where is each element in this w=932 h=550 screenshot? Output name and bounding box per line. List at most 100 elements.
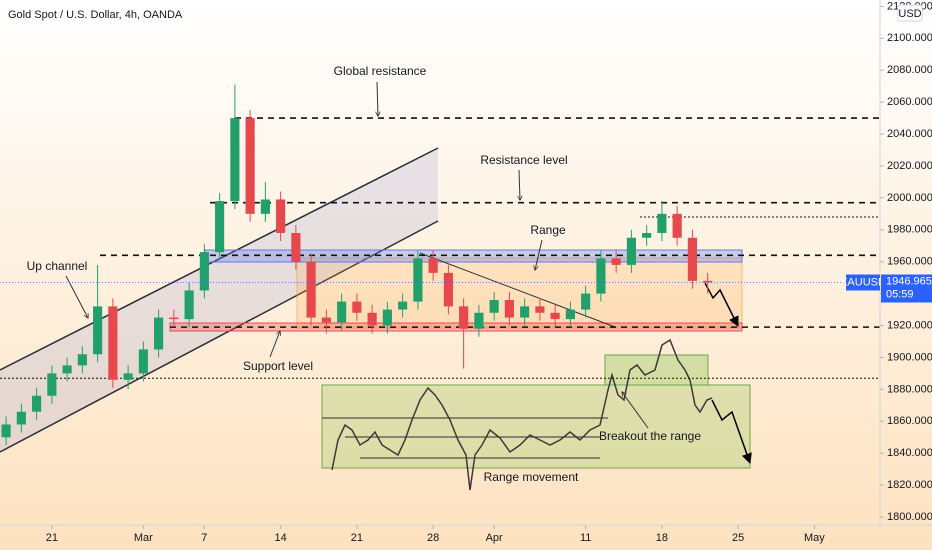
symbol-tag: [846, 274, 880, 291]
candle-body: [1, 424, 11, 438]
range-box: [296, 257, 743, 329]
pointer: [535, 239, 543, 270]
candle-body: [703, 280, 713, 283]
x-tick-label: 25: [732, 532, 744, 544]
candles: [1, 84, 713, 446]
annotation: Up channel: [27, 259, 88, 273]
y-tick-label: 1900.000: [887, 351, 932, 363]
y-tick-label: 1820.000: [887, 479, 932, 491]
candle-body: [16, 411, 26, 425]
candle-body: [77, 354, 87, 366]
candle-body: [276, 199, 286, 233]
candle-body: [611, 258, 621, 265]
candle-body: [62, 365, 72, 374]
x-tick-label: Apr: [486, 532, 503, 544]
candle-body: [306, 261, 316, 318]
y-tick-label: 2040.000: [887, 128, 932, 140]
candle-body: [215, 201, 225, 253]
candle-body: [550, 312, 560, 320]
candle-body: [230, 118, 240, 202]
x-tick-label: 21: [46, 532, 58, 544]
y-tick-label: 2100.000: [887, 32, 932, 44]
candle-body: [428, 258, 438, 273]
pointer: [65, 275, 88, 318]
currency-label: USD: [898, 8, 921, 20]
y-tick-label: 1800.000: [887, 511, 932, 523]
candle-body: [138, 349, 148, 374]
candle-body: [642, 232, 652, 238]
candle-body: [260, 199, 270, 214]
y-tick-label: 2000.000: [887, 192, 932, 204]
pointer: [377, 81, 378, 116]
pointer: [622, 392, 649, 429]
price-tag: [881, 274, 932, 303]
candle-body: [321, 317, 331, 323]
candle-body: [565, 309, 575, 320]
x-tick-label: 7: [201, 532, 207, 544]
symbol-label: XAUUSD: [840, 276, 886, 288]
candle-body: [184, 290, 194, 320]
y-tick-label: 1960.000: [887, 256, 932, 268]
x-tick-label: 21: [351, 532, 363, 544]
candle-body: [520, 306, 530, 318]
x-tick-label: May: [804, 532, 825, 544]
candle-body: [32, 395, 42, 412]
y-tick-label: 1840.000: [887, 447, 932, 459]
y-tick-label: 1880.000: [887, 383, 932, 395]
candle-body: [504, 300, 514, 318]
candle-body: [596, 258, 606, 294]
sketch-box: [321, 384, 751, 469]
countdown-label: 05:59: [886, 288, 914, 300]
annotation: Support level: [243, 359, 313, 373]
candle-body: [489, 300, 499, 313]
candle-body: [352, 301, 362, 313]
candle-body: [398, 301, 408, 310]
projection-arrow: [704, 282, 739, 327]
candle-body: [535, 306, 545, 313]
breakout-box: [604, 354, 709, 386]
projection-arrow: [711, 399, 752, 464]
x-tick-label: 18: [656, 532, 668, 544]
x-tick-label: 28: [427, 532, 439, 544]
candle-body: [93, 306, 103, 355]
candle-body: [413, 258, 423, 302]
currency-box: [897, 4, 923, 22]
candle-body: [626, 237, 636, 265]
trend-line: [419, 252, 616, 328]
y-tick-label: 2060.000: [887, 96, 932, 108]
candle-body: [657, 213, 667, 233]
y-tick-label: 2020.000: [887, 160, 932, 172]
candle-body: [443, 272, 453, 307]
annotation: Global resistance: [334, 64, 427, 78]
annotation: Range: [530, 223, 566, 237]
annotations: Global resistance Resistance level Range…: [27, 64, 702, 484]
candle-body: [687, 237, 697, 281]
candle-body: [459, 306, 469, 329]
annotation: Range movement: [484, 470, 579, 484]
candle-body: [337, 301, 347, 323]
candle-body: [154, 317, 164, 350]
last-price-label: 1946.965: [886, 275, 932, 287]
candle-body: [47, 373, 57, 396]
candle-body: [367, 312, 377, 326]
annotation: Breakout the range: [599, 429, 701, 443]
annotation: Resistance level: [480, 153, 567, 167]
y-tick-label: 1860.000: [887, 415, 932, 427]
y-tick-label: 2080.000: [887, 64, 932, 76]
chart-title: Gold Spot / U.S. Dollar, 4h, OANDA: [8, 9, 183, 21]
candle-body: [581, 293, 591, 310]
candle-body: [672, 213, 682, 238]
pointer: [269, 331, 280, 358]
pointer: [519, 169, 520, 200]
candle-body: [123, 373, 133, 380]
x-tick-label: 11: [580, 532, 591, 544]
candle-body: [108, 306, 118, 380]
y-tick-label: 1980.000: [887, 224, 932, 236]
x-tick-label: Mar: [134, 532, 153, 544]
x-tick-label: 14: [274, 532, 286, 544]
candle-body: [245, 118, 255, 214]
channel-line: [0, 147, 439, 371]
channel-line: [0, 220, 439, 453]
candle-body: [474, 312, 484, 329]
